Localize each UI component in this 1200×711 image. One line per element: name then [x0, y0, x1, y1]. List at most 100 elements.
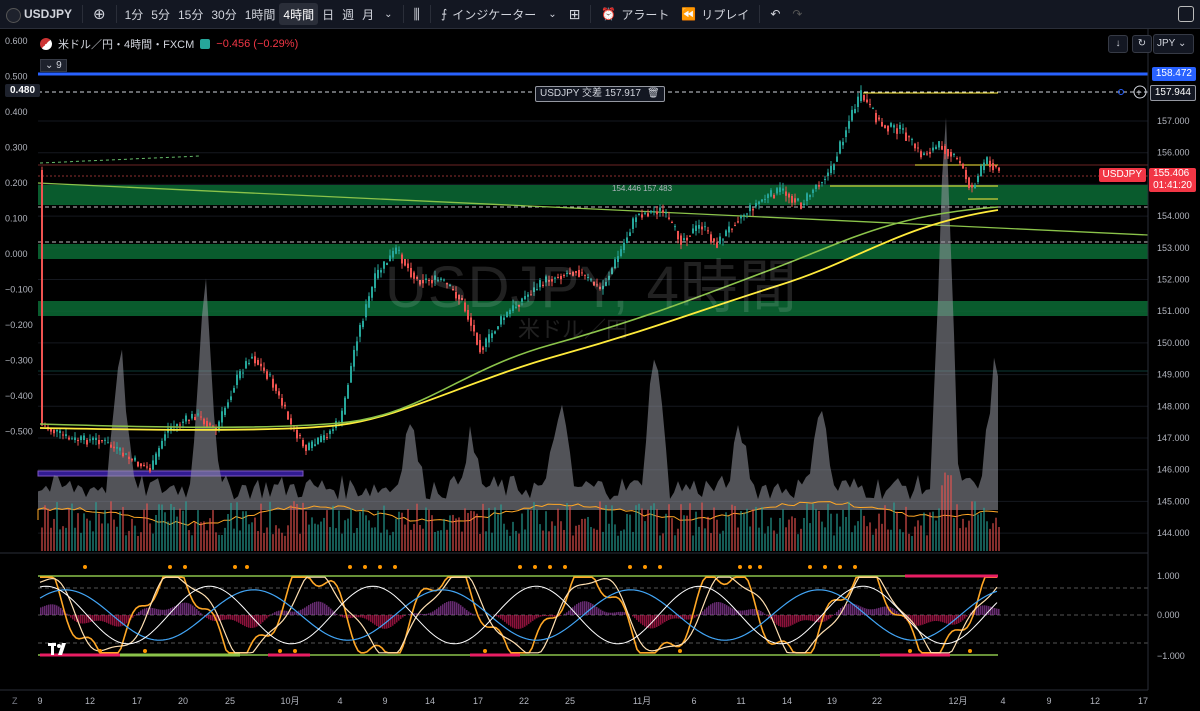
candle-body [410, 268, 412, 278]
volume-bar [950, 475, 952, 551]
candle-body [926, 153, 928, 155]
volume-bar [767, 526, 769, 551]
osc-histogram-bar [750, 609, 752, 615]
separator [590, 5, 592, 23]
indicators-dropdown[interactable]: ⌄ [542, 0, 562, 28]
volume-bar [926, 535, 928, 551]
osc-histogram-bar [312, 602, 314, 615]
candle-body [671, 222, 673, 223]
interval-30m[interactable]: 30分 [211, 7, 237, 22]
candle-body [956, 158, 958, 159]
volume-bar [593, 528, 595, 551]
osc-histogram-bar [262, 615, 264, 623]
osc-histogram-bar [958, 615, 960, 624]
legend-title[interactable]: 米ドル／円・4時間・FXCM [58, 39, 195, 51]
candle-body [308, 443, 310, 450]
time-axis-tick: 25 [225, 696, 235, 706]
chart-type-button[interactable]: ⫼ [408, 0, 426, 28]
tradingview-logo-icon[interactable] [48, 643, 72, 655]
compare-add-button[interactable]: ⊕ [87, 0, 112, 28]
volume-bar [377, 510, 379, 551]
interval-4h[interactable]: 4時間 [279, 3, 319, 25]
interval-month[interactable]: 月 [362, 7, 375, 22]
time-axis[interactable]: 9 12 17 20 25 10月 4 9 14 17 22 25 11月 6 11 14 19 22 12月 4 9 1… [37, 696, 1148, 706]
chart-canvas[interactable]: 0.600 0.500 0.400 0.300 0.200 0.100 0.000 −0.10… [0, 29, 1200, 711]
volume-bar [533, 502, 535, 551]
trash-icon[interactable]: 🗑 [646, 88, 660, 99]
add-alert-icon[interactable] [1133, 85, 1147, 99]
osc-histogram-bar [682, 615, 684, 620]
osc-histogram-bar [296, 611, 298, 615]
candle-body [287, 411, 289, 420]
candle-body [347, 384, 349, 399]
volume-bar [821, 521, 823, 551]
undo-button[interactable]: ↶ [764, 0, 786, 28]
osc-histogram-bar [712, 603, 714, 615]
time-axis-tick: 11月 [633, 696, 651, 706]
layout-button[interactable] [1172, 0, 1200, 28]
collapsed-indicators-tag[interactable]: ⌄ 9 [40, 59, 67, 72]
osc-histogram-bar [762, 612, 764, 615]
osc-histogram-bar [240, 615, 242, 624]
symbol-selector[interactable]: USDJPY [0, 0, 78, 28]
volume-bar [284, 535, 286, 551]
candle-body [452, 289, 454, 291]
osc-histogram-bar [222, 615, 224, 621]
osc-histogram-bar [168, 608, 170, 615]
candle-body [266, 371, 268, 379]
candle-body [119, 447, 121, 451]
osc-histogram-bar [636, 615, 638, 620]
time-axis-tick: 17 [473, 696, 483, 706]
volume-bar [347, 518, 349, 551]
alert-button[interactable]: ⏰ アラート [595, 0, 675, 28]
osc-histogram-bar [502, 615, 504, 621]
download-button[interactable]: ↓ [1108, 35, 1128, 53]
candle-body [509, 309, 511, 314]
interval-1h[interactable]: 1時間 [244, 7, 276, 22]
zone-154-5 [38, 185, 1148, 205]
volume-bar [83, 513, 85, 551]
osc-histogram-bar [300, 609, 302, 615]
volume-bar [218, 534, 220, 551]
candle-body [527, 294, 529, 297]
volume-bar [503, 523, 505, 551]
candle-body [755, 203, 757, 207]
left-axis-tick: 0.000 [5, 249, 28, 259]
osc-histogram-bar [464, 608, 466, 615]
templates-button[interactable]: ⊞ [563, 0, 587, 28]
volume-bar [152, 533, 154, 551]
interval-week[interactable]: 週 [342, 7, 355, 22]
candle-body [449, 284, 451, 286]
candle-body [857, 96, 859, 107]
interval-dropdown[interactable]: ⌄ [378, 0, 398, 28]
volume-bar [947, 475, 949, 551]
redo-button[interactable]: ↷ [786, 0, 808, 28]
interval-1m[interactable]: 1分 [124, 7, 144, 22]
currency-selector[interactable]: JPY ⌄ [1153, 34, 1194, 54]
volume-bar [560, 521, 562, 551]
line-handle-icon[interactable] [1118, 89, 1124, 95]
osc-histogram-bar [306, 606, 308, 615]
osc-histogram-bar [110, 615, 112, 625]
volume-bar [611, 505, 613, 551]
chart-legend: 米ドル／円・4時間・FXCM −0.456 (−0.29%) [40, 36, 298, 52]
interval-5m[interactable]: 5分 [151, 7, 170, 22]
candle-body [863, 95, 865, 101]
candle-body [65, 434, 67, 436]
candle-body [563, 275, 565, 276]
candle-body [788, 193, 790, 198]
volume-bar [317, 524, 319, 551]
alert-line-label[interactable]: USDJPY 交差 157.917 🗑 [535, 86, 665, 102]
refresh-button[interactable]: ↻ [1132, 35, 1152, 53]
osc-histogram-bar [340, 615, 342, 617]
osc-histogram-bar [966, 615, 968, 617]
volume-bar [734, 506, 736, 551]
interval-15m[interactable]: 15分 [177, 7, 204, 22]
osc-histogram-bar [942, 615, 944, 623]
replay-button[interactable]: ⏪ リプレイ [675, 0, 755, 28]
volume-bar [620, 530, 622, 551]
volume-bar [449, 515, 451, 551]
indicators-button[interactable]: ⨍ インジケーター [435, 0, 542, 28]
interval-day[interactable]: 日 [322, 7, 335, 22]
time-axis-tick: 9 [37, 696, 42, 706]
